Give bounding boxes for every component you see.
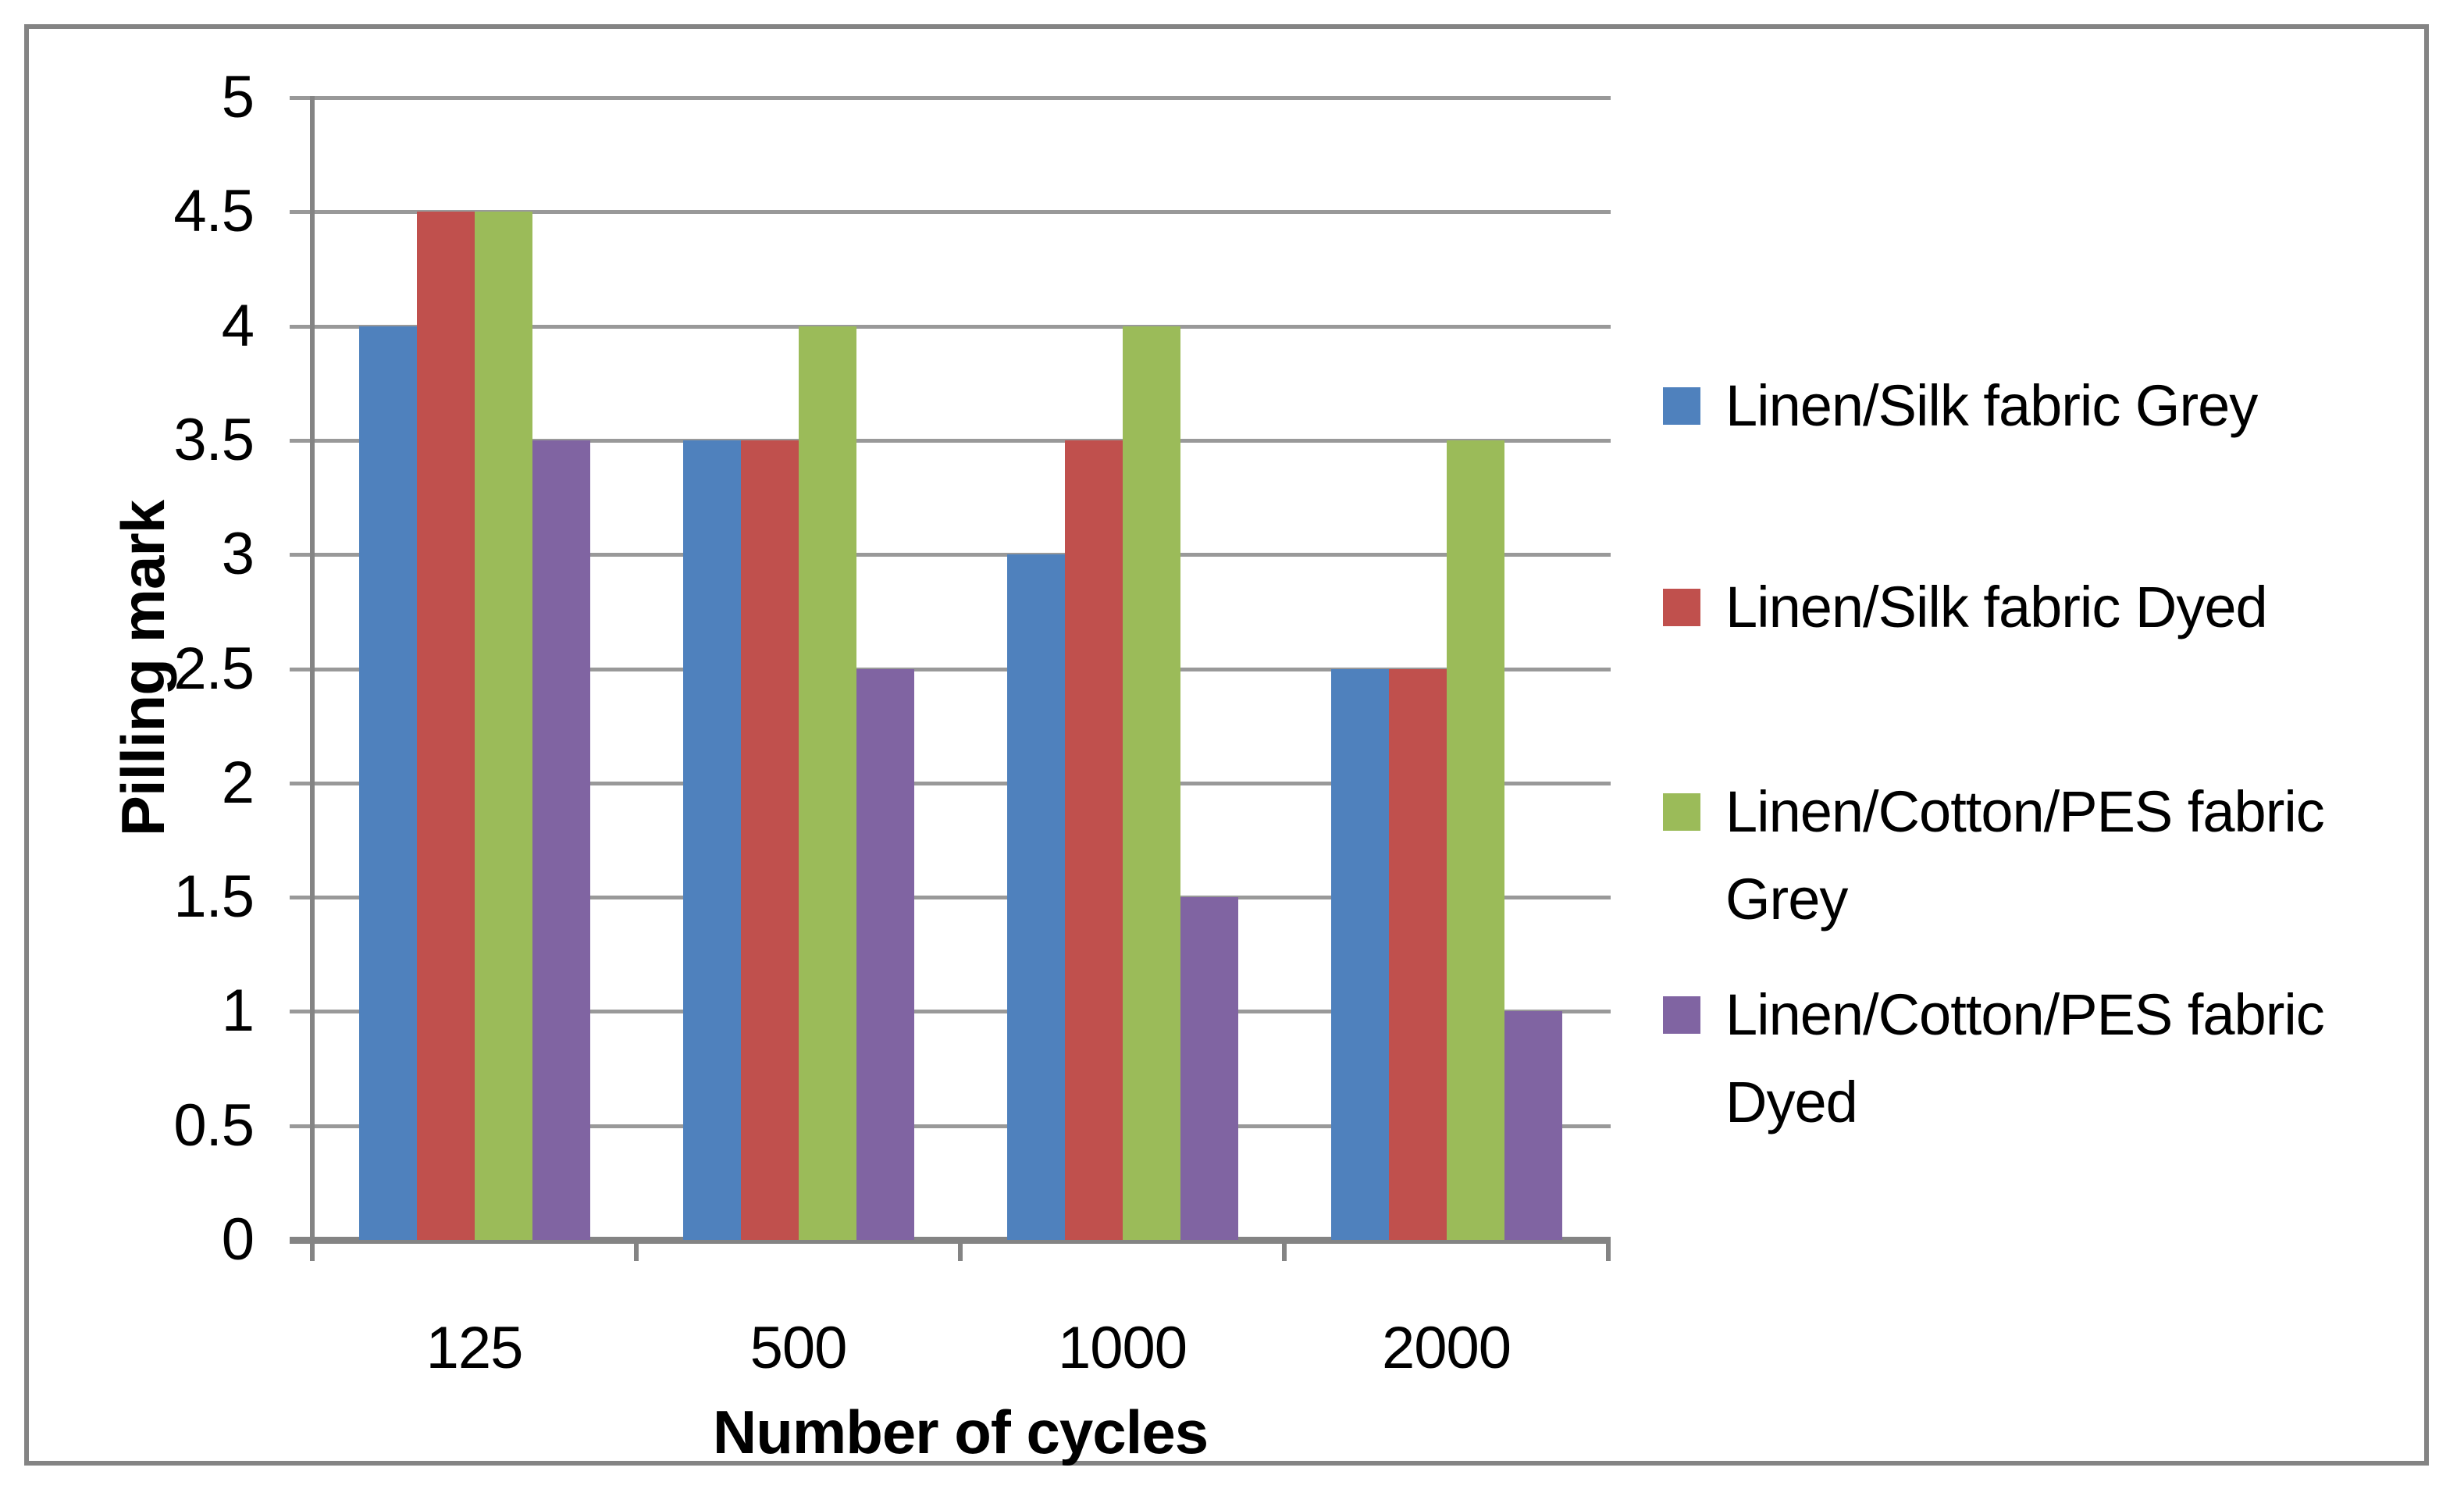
gridline-2	[290, 781, 1611, 785]
gridline-4.5	[290, 210, 1611, 215]
bar-linen-silk-fabric-grey-1000	[1006, 554, 1065, 1240]
bar-linen-cotton-pes-fabric-dyed-1000	[1180, 897, 1238, 1240]
x-tick-label-125: 125	[426, 1315, 524, 1381]
x-axis-tick	[1606, 1240, 1611, 1261]
y-tick-label: 2.5	[173, 635, 255, 702]
gridline-1.5	[290, 896, 1611, 900]
x-tick-label-1000: 1000	[1057, 1315, 1187, 1381]
x-axis-tick	[1282, 1240, 1287, 1261]
bar-linen-silk-fabric-grey-2000	[1330, 668, 1389, 1240]
y-tick-label: 0.5	[173, 1092, 255, 1159]
y-tick-label: 2	[221, 749, 255, 816]
x-axis-title: Number of cycles	[712, 1398, 1209, 1466]
y-tick-label: 0	[221, 1206, 255, 1273]
gridline-0	[290, 1237, 1611, 1244]
bar-linen-cotton-pes-fabric-dyed-125	[532, 440, 590, 1240]
y-tick-label: 4	[221, 292, 255, 359]
legend-label: Linen/Cotton/PES fabric Dyed	[1725, 982, 2325, 1134]
bar-linen-cotton-pes-fabric-grey-125	[474, 212, 532, 1240]
bar-linen-silk-fabric-grey-500	[682, 440, 741, 1240]
gridline-5	[290, 96, 1611, 100]
bar-linen-silk-fabric-dyed-2000	[1388, 668, 1447, 1240]
legend-swatch	[1663, 589, 1700, 626]
bar-linen-silk-fabric-dyed-500	[740, 440, 799, 1240]
gridline-1	[290, 1010, 1611, 1014]
legend-label: Linen/Silk fabric Dyed	[1725, 575, 2268, 639]
y-tick-label: 1	[221, 978, 255, 1045]
y-tick-label: 3	[221, 521, 255, 588]
x-axis-tick	[310, 1240, 315, 1261]
gridline-3	[290, 553, 1611, 557]
y-axis-title: Pilling mark	[109, 500, 177, 837]
bar-linen-cotton-pes-fabric-grey-1000	[1122, 326, 1180, 1240]
x-tick-label-2000: 2000	[1381, 1315, 1512, 1381]
bar-linen-silk-fabric-dyed-125	[416, 212, 475, 1240]
legend-label: Linen/Silk fabric Grey	[1725, 373, 2258, 438]
legend-swatch	[1663, 793, 1700, 831]
bar-linen-silk-fabric-grey-125	[358, 326, 417, 1240]
bar-linen-silk-fabric-dyed-1000	[1064, 440, 1123, 1240]
y-tick-label: 5	[221, 64, 255, 130]
y-tick-label: 4.5	[173, 178, 255, 245]
gridline-3.5	[290, 438, 1611, 443]
gridline-2.5	[290, 667, 1611, 671]
y-tick-label: 1.5	[173, 864, 255, 931]
y-tick-label: 3.5	[173, 406, 255, 473]
legend-swatch	[1663, 996, 1700, 1034]
bar-linen-cotton-pes-fabric-dyed-500	[856, 668, 914, 1240]
legend-swatch	[1663, 387, 1700, 425]
x-axis-tick	[634, 1240, 639, 1261]
y-axis-line	[310, 96, 315, 1261]
gridline-4	[290, 324, 1611, 329]
x-tick-label-500: 500	[750, 1315, 848, 1381]
bar-linen-cotton-pes-fabric-grey-2000	[1446, 440, 1504, 1240]
bar-linen-cotton-pes-fabric-dyed-2000	[1504, 1011, 1562, 1240]
bar-linen-cotton-pes-fabric-grey-500	[798, 326, 856, 1240]
gridline-0.5	[290, 1124, 1611, 1128]
x-axis-tick	[958, 1240, 963, 1261]
legend-label: Linen/Cotton/PES fabric Grey	[1725, 779, 2325, 931]
